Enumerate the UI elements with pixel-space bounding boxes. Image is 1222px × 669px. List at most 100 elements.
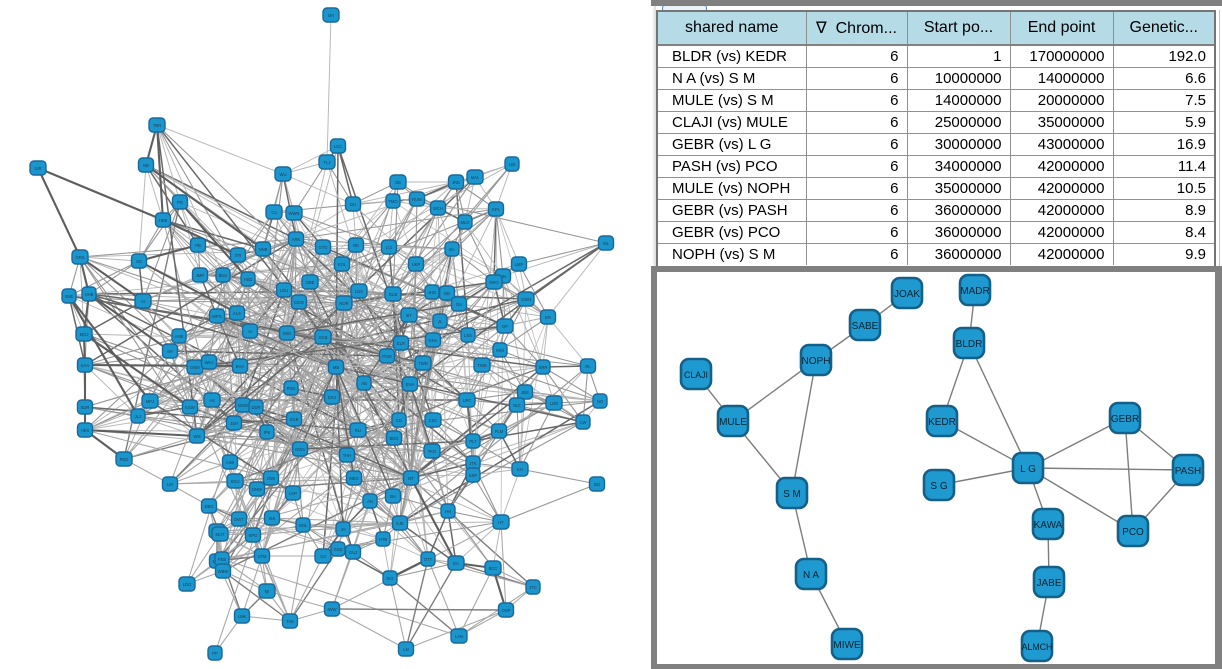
svg-text:WU: WU	[280, 172, 287, 177]
svg-text:S M: S M	[783, 489, 801, 500]
svg-text:PLM: PLM	[495, 429, 504, 434]
svg-text:GJ: GJ	[271, 210, 276, 215]
svg-text:KPG: KPG	[249, 533, 258, 538]
svg-text:SIG: SIG	[386, 576, 393, 581]
svg-text:THH: THH	[343, 453, 352, 458]
svg-text:ITR: ITR	[235, 253, 242, 258]
svg-text:SGU: SGU	[230, 479, 239, 484]
svg-text:ONP: ONP	[501, 608, 510, 613]
svg-text:SNE: SNE	[65, 294, 74, 299]
svg-text:OBE: OBE	[306, 280, 315, 285]
svg-text:HHB: HHB	[85, 292, 94, 297]
svg-text:LKP: LKP	[289, 491, 297, 496]
svg-text:HEB: HEB	[159, 218, 168, 223]
svg-text:GCB: GCB	[318, 335, 327, 340]
svg-text:ORS: ORS	[75, 255, 84, 260]
svg-text:EHA: EHA	[406, 382, 415, 387]
svg-text:MLO: MLO	[460, 220, 470, 225]
svg-text:LGC: LGC	[355, 289, 364, 294]
svg-text:UTM: UTM	[257, 554, 267, 559]
svg-text:CW: CW	[580, 420, 587, 425]
svg-text:PND: PND	[287, 386, 296, 391]
svg-text:MPJ: MPJ	[146, 399, 154, 404]
svg-text:RUW: RUW	[412, 197, 422, 202]
svg-text:GWA: GWA	[190, 365, 200, 370]
svg-text:KOL: KOL	[338, 262, 347, 267]
svg-text:GSD: GSD	[333, 547, 342, 552]
svg-text:LCC: LCC	[334, 144, 342, 149]
svg-text:WCH: WCH	[433, 206, 443, 211]
svg-text:OWS: OWS	[295, 447, 305, 452]
svg-text:GTG: GTG	[318, 245, 327, 250]
svg-text:ASB: ASB	[226, 460, 235, 465]
svg-text:OJ: OJ	[320, 554, 325, 559]
svg-text:TMO: TMO	[388, 199, 398, 204]
svg-text:GLB: GLB	[389, 292, 398, 297]
svg-text:MB: MB	[333, 365, 339, 370]
svg-text:LMK: LMK	[238, 614, 247, 619]
svg-text:WPG: WPG	[212, 314, 222, 319]
svg-text:EA: EA	[453, 561, 459, 566]
svg-text:SABE: SABE	[852, 321, 879, 332]
svg-text:DG: DG	[594, 482, 600, 487]
svg-text:DWT: DWT	[234, 517, 244, 522]
svg-text:JBS: JBS	[521, 390, 529, 395]
svg-text:IRM: IRM	[496, 348, 504, 353]
svg-text:OTT: OTT	[424, 557, 433, 562]
svg-text:CLAJI: CLAJI	[684, 370, 708, 380]
svg-text:AI: AI	[248, 329, 252, 334]
svg-text:WN: WN	[194, 434, 201, 439]
svg-text:TAD: TAD	[286, 619, 294, 624]
svg-text:PB: PB	[195, 243, 201, 248]
svg-text:IIH: IIH	[167, 349, 172, 354]
svg-text:TWB: TWB	[418, 361, 428, 366]
svg-text:TBN: TBN	[153, 123, 161, 128]
svg-text:KPL: KPL	[492, 207, 501, 212]
svg-text:LOU: LOU	[280, 288, 289, 293]
svg-text:ER: ER	[545, 315, 551, 320]
svg-text:JSH: JSH	[230, 421, 238, 426]
svg-text:AS: AS	[209, 398, 215, 403]
svg-text:JHG: JHG	[428, 290, 436, 295]
svg-text:SRR: SRR	[539, 365, 548, 370]
svg-text:DNW: DNW	[252, 487, 262, 492]
svg-text:LAN: LAN	[455, 634, 463, 639]
svg-text:IPK: IPK	[264, 430, 271, 435]
svg-text:UKP: UKP	[412, 262, 421, 267]
svg-text:GUJ: GUJ	[349, 550, 357, 555]
svg-text:JL: JL	[438, 319, 443, 324]
svg-text:DU: DU	[350, 202, 356, 207]
svg-text:PEB: PEB	[218, 557, 227, 562]
svg-text:NOR: NOR	[339, 301, 348, 306]
svg-text:MT: MT	[408, 476, 414, 481]
svg-text:HES: HES	[81, 428, 90, 433]
svg-text:SG: SG	[136, 259, 142, 264]
svg-text:NRO: NRO	[489, 280, 499, 285]
svg-text:LN: LN	[403, 647, 408, 652]
svg-text:KAWA: KAWA	[1034, 520, 1063, 531]
svg-text:KEDR: KEDR	[928, 417, 956, 428]
svg-text:JRD: JRD	[452, 180, 460, 185]
svg-text:RLI: RLI	[355, 428, 362, 433]
svg-text:HT: HT	[498, 520, 504, 525]
svg-text:JABE: JABE	[1036, 578, 1061, 589]
svg-text:SAA: SAA	[81, 363, 90, 368]
svg-text:SSP: SSP	[469, 473, 478, 478]
svg-text:AB: AB	[361, 381, 367, 386]
svg-text:L G: L G	[1020, 464, 1036, 475]
svg-text:MULE: MULE	[719, 417, 747, 428]
svg-text:KED: KED	[283, 331, 292, 336]
svg-text:DBG: DBG	[204, 504, 213, 509]
svg-text:ISK: ISK	[269, 516, 276, 521]
svg-text:MAL: MAL	[471, 175, 480, 180]
svg-text:AN: AN	[367, 499, 373, 504]
svg-text:TKO: TKO	[428, 449, 437, 454]
svg-text:KDR: KDR	[81, 405, 90, 410]
svg-text:ALMCH: ALMCH	[1022, 642, 1053, 652]
svg-text:HSD: HSD	[244, 277, 253, 282]
svg-text:ANB: ANB	[175, 334, 184, 339]
svg-text:LIB: LIB	[509, 162, 515, 167]
svg-text:LMP: LMP	[515, 262, 524, 267]
svg-text:MEG: MEG	[349, 476, 359, 481]
svg-text:CEW: CEW	[294, 300, 304, 305]
